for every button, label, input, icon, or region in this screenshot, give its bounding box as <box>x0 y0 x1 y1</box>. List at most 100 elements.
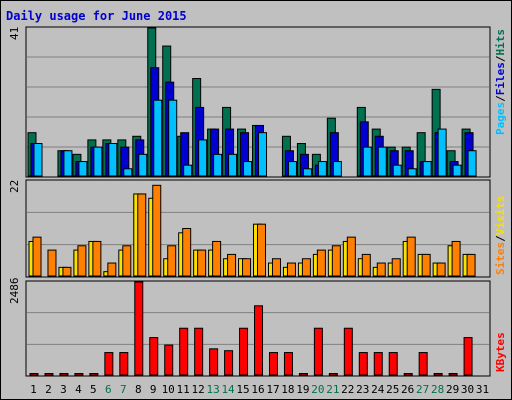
bar-sites-day-15 <box>242 258 252 277</box>
bar-pages-day-10 <box>168 99 178 177</box>
bar-pages-day-20 <box>317 161 327 177</box>
legend-files: Files <box>494 62 507 95</box>
bar-kbytes-day-16 <box>254 305 264 376</box>
bar-kbytes-day-9 <box>149 337 159 376</box>
bar-pages-day-19 <box>302 168 312 177</box>
bar-pages-day-13 <box>213 153 223 177</box>
bar-pages-day-8 <box>138 153 148 177</box>
x-tick-label: 27 <box>416 383 429 396</box>
bar-sites-day-19 <box>301 258 311 277</box>
bar-kbytes-day-19 <box>298 373 308 376</box>
bar-kbytes-day-26 <box>403 373 413 376</box>
bar-kbytes-day-21 <box>328 373 338 376</box>
x-tick-label: 18 <box>281 383 294 396</box>
bar-sites-day-2 <box>47 249 57 277</box>
series-pages <box>33 99 477 177</box>
bar-sites-day-7 <box>122 245 132 277</box>
bar-pages-day-28 <box>437 128 447 177</box>
bar-sites-day-4 <box>77 245 87 277</box>
x-axis-day-labels: 1 2 3 4 5 6 7 8 9 10 11 12 13 14 15 16 17 18 19 20 21 22 23 24 2… <box>30 383 489 396</box>
x-tick-label: 23 <box>356 383 369 396</box>
bar-kbytes-day-3 <box>59 373 69 376</box>
x-tick-label: 22 <box>341 383 354 396</box>
bar-sites-day-24 <box>376 262 386 277</box>
bar-pages-day-27 <box>422 161 432 177</box>
bar-pages-day-30 <box>467 150 477 177</box>
legend-visits-sites: Sites/Visits <box>494 196 507 276</box>
x-tick-label: 6 <box>105 383 112 396</box>
max-label-hits: 41 <box>8 27 21 40</box>
x-tick-label: 16 <box>251 383 264 396</box>
bar-kbytes-day-22 <box>343 327 353 376</box>
legend-sites: Sites <box>494 242 507 275</box>
bar-sites-day-21 <box>331 245 341 277</box>
bar-pages-day-6 <box>108 143 118 177</box>
bar-kbytes-day-29 <box>448 373 458 376</box>
svg-text:Sites/Visits: Sites/Visits <box>494 196 507 276</box>
x-tick-label: 12 <box>192 383 205 396</box>
bar-sites-day-17 <box>271 258 281 277</box>
x-tick-label: 5 <box>90 383 97 396</box>
bar-sites-day-8 <box>137 193 147 277</box>
bar-kbytes-day-24 <box>373 352 383 376</box>
legend-kbytes: KBytes <box>494 332 507 372</box>
x-tick-label: 31 <box>476 383 489 396</box>
bar-kbytes-day-25 <box>388 352 398 376</box>
max-label-visits: 22 <box>8 180 21 193</box>
bar-sites-day-6 <box>107 262 117 277</box>
panel-kbytes <box>25 280 491 377</box>
x-tick-label: 19 <box>296 383 309 396</box>
x-tick-label: 28 <box>431 383 444 396</box>
x-tick-label: 1 <box>30 383 37 396</box>
x-tick-label: 3 <box>60 383 67 396</box>
bar-sites-day-10 <box>167 245 177 277</box>
bar-sites-day-11 <box>182 228 192 277</box>
x-tick-label: 20 <box>311 383 324 396</box>
bar-sites-day-12 <box>197 249 207 277</box>
bar-kbytes-day-4 <box>74 373 84 376</box>
x-tick-label: 29 <box>446 383 459 396</box>
bar-pages-day-4 <box>78 161 88 177</box>
legend-kbytes-label: KBytes <box>494 332 507 372</box>
panel-hits-files-pages <box>25 26 491 178</box>
legend-visits: Visits <box>494 196 507 236</box>
bar-pages-day-21 <box>332 161 342 177</box>
bar-pages-day-16 <box>258 132 268 177</box>
bar-sites-day-1 <box>32 236 42 277</box>
legend-sep-2: / <box>494 55 507 62</box>
bar-pages-day-14 <box>228 153 238 177</box>
bar-sites-day-20 <box>316 249 326 277</box>
legend-hits-files-pages: Pages/Files/Hits <box>494 29 507 135</box>
bar-pages-day-26 <box>407 168 417 177</box>
bar-sites-day-25 <box>391 258 401 277</box>
bar-pages-day-7 <box>123 168 133 177</box>
bar-sites-day-13 <box>212 240 222 277</box>
bar-sites-day-22 <box>346 236 356 277</box>
legend-sep-3: / <box>494 235 507 242</box>
x-tick-label: 2 <box>45 383 52 396</box>
x-tick-label: 21 <box>326 383 339 396</box>
bar-kbytes-day-30 <box>463 337 473 376</box>
bar-kbytes-day-6 <box>104 352 114 376</box>
svg-text:Pages/Files/Hits: Pages/Files/Hits <box>494 29 507 135</box>
legend-sep-1: / <box>494 95 507 102</box>
bar-kbytes-day-27 <box>418 352 428 376</box>
bar-pages-day-9 <box>153 99 163 177</box>
bar-kbytes-day-11 <box>179 327 189 376</box>
bar-sites-day-29 <box>451 240 461 277</box>
x-tick-label: 14 <box>221 383 235 396</box>
bar-sites-day-16 <box>257 223 267 277</box>
x-tick-label: 13 <box>206 383 219 396</box>
bar-sites-day-30 <box>466 253 476 277</box>
bar-kbytes-day-15 <box>239 327 249 376</box>
bar-kbytes-day-13 <box>209 348 219 376</box>
x-tick-label: 4 <box>75 383 82 396</box>
bar-kbytes-day-23 <box>358 352 368 376</box>
bar-kbytes-day-28 <box>433 373 443 376</box>
legend-hits: Hits <box>494 29 507 56</box>
bar-pages-day-29 <box>452 164 462 177</box>
x-tick-label: 26 <box>401 383 414 396</box>
x-tick-label: 11 <box>177 383 190 396</box>
bar-sites-day-26 <box>406 236 416 277</box>
